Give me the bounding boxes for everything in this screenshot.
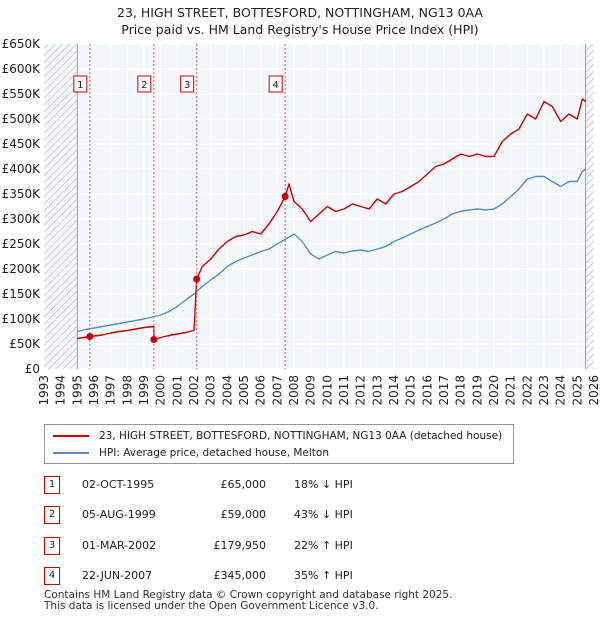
legend: 23, HIGH STREET, BOTTESFORD, NOTTINGHAM,… (44, 424, 514, 464)
title-line-1: 23, HIGH STREET, BOTTESFORD, NOTTINGHAM,… (117, 5, 483, 20)
x-tick-label: 2026 (587, 375, 600, 406)
x-tick-label: 2009 (304, 375, 318, 406)
footer-line-1: Contains HM Land Registry data © Crown c… (44, 589, 453, 601)
x-tick-label: 2024 (554, 375, 568, 406)
sale-date-3: 01-MAR-2002 (82, 539, 157, 552)
sale-price-1: £65,000 (220, 478, 267, 491)
x-tick-label: 2007 (270, 375, 284, 406)
sale-point-1 (86, 333, 94, 340)
footer-line-2: This data is licensed under the Open Gov… (44, 600, 379, 612)
x-tick-label: 2025 (570, 375, 584, 406)
sale-marker-box-4 (268, 75, 283, 93)
x-tick-label: 2014 (387, 375, 401, 406)
plot-background (44, 44, 594, 369)
sale-badge-2: 2 (44, 506, 60, 524)
sale-hpi-4: 35% ↑ HPI (294, 569, 353, 582)
legend-item-hpi: HPI: Average price, detached house, Melt… (53, 445, 329, 461)
x-tick-label: 2012 (354, 375, 368, 406)
x-tick-label: 2016 (420, 375, 434, 406)
y-tick-label: £250K (2, 237, 42, 251)
sale-row-4: 4 22-JUN-2007 £345,000 35% ↑ HPI (0, 567, 600, 587)
x-tick-label: 2005 (237, 375, 251, 406)
x-tick-label: 2004 (220, 375, 234, 406)
sale-row-3: 3 01-MAR-2002 £179,950 22% ↑ HPI (0, 537, 600, 557)
x-tick-label: 2023 (537, 375, 551, 406)
x-tick-label: 1999 (137, 375, 151, 406)
y-tick-label: £300K (2, 212, 42, 226)
x-tick-label: 1993 (37, 375, 51, 406)
sale-price-2: £59,000 (220, 508, 267, 521)
y-tick-label: £350K (2, 187, 42, 201)
sale-point-4 (281, 193, 289, 200)
y-tick-label: £100K (2, 312, 42, 326)
sale-price-4: £345,000 (213, 569, 267, 582)
hatch-region-2 (585, 44, 594, 369)
x-tick-label: 2019 (470, 375, 484, 406)
x-tick-label: 2011 (337, 375, 351, 406)
x-tick-label: 1998 (120, 375, 134, 406)
x-tick-label: 1995 (70, 375, 84, 406)
x-tick-label: 2021 (504, 375, 518, 406)
sale-date-2: 05-AUG-1999 (82, 508, 156, 521)
sale-marker-box-2 (137, 75, 152, 93)
y-tick-label: £0 (25, 362, 40, 376)
y-tick-label: £500K (2, 112, 42, 126)
y-tick-label: £50K (9, 337, 41, 351)
y-tick-label: £650K (2, 37, 42, 51)
series-line-property (77, 98, 587, 341)
legend-label-hpi: HPI: Average price, detached house, Melt… (99, 447, 330, 459)
sale-marker-box-1 (73, 75, 88, 93)
x-tick-label: 2010 (320, 375, 334, 406)
x-tick-label: 2000 (154, 375, 168, 406)
x-tick-label: 2013 (370, 375, 384, 406)
legend-item-property: 23, HIGH STREET, BOTTESFORD, NOTTINGHAM,… (53, 428, 502, 444)
x-tick-label: 1994 (54, 375, 68, 406)
x-tick-label: 2015 (404, 375, 418, 406)
sale-point-2 (150, 336, 158, 343)
y-tick-label: £400K (2, 162, 42, 176)
title-line-2: Price paid vs. HM Land Registry's House … (121, 22, 479, 37)
sale-hpi-1: 18% ↓ HPI (294, 478, 353, 491)
y-tick-label: £450K (2, 137, 42, 151)
x-tick-label: 1997 (104, 375, 118, 406)
x-tick-label: 2020 (487, 375, 501, 406)
sale-marker-label-3: 3 (184, 80, 190, 91)
sale-badge-4: 4 (44, 567, 60, 585)
x-tick-label: 2002 (187, 375, 201, 406)
sale-hpi-3: 22% ↑ HPI (294, 539, 353, 552)
footer: Contains HM Land Registry data © Crown c… (44, 590, 452, 612)
chart-title: 23, HIGH STREET, BOTTESFORD, NOTTINGHAM,… (0, 4, 600, 38)
x-tick-label: 2018 (454, 375, 468, 406)
y-tick-label: £150K (2, 287, 42, 301)
sale-row-1: 1 02-OCT-1995 £65,000 18% ↓ HPI (0, 476, 600, 496)
x-tick-label: 1996 (87, 375, 101, 406)
hatch-region-1 (44, 44, 78, 369)
sale-price-3: £179,950 (213, 539, 267, 552)
x-tick-label: 2017 (437, 375, 451, 406)
sale-marker-label-1: 1 (77, 80, 83, 91)
y-tick-label: £550K (2, 87, 42, 101)
sale-point-3 (193, 275, 201, 283)
legend-swatch-hpi (53, 452, 89, 454)
y-tick-label: £600K (2, 62, 42, 76)
x-tick-label: 2001 (170, 375, 184, 406)
legend-swatch-property (53, 435, 89, 437)
x-tick-label: 2003 (204, 375, 218, 406)
sale-badge-1: 1 (44, 476, 60, 494)
sale-badge-3: 3 (44, 537, 60, 555)
sale-marker-box-3 (180, 75, 195, 93)
legend-label-property: 23, HIGH STREET, BOTTESFORD, NOTTINGHAM,… (99, 430, 503, 442)
x-tick-label: 2008 (287, 375, 301, 406)
chart-svg: 1 2 3 4 £0 £50K £100K £150K £200K £250K £300K £350… (2, 37, 600, 406)
sale-marker-label-4: 4 (272, 80, 278, 91)
x-tick-label: 2006 (254, 375, 268, 406)
sale-date-1: 02-OCT-1995 (82, 478, 155, 491)
sale-date-4: 22-JUN-2007 (82, 569, 153, 582)
x-tick-label: 2022 (520, 375, 534, 406)
sale-row-2: 2 05-AUG-1999 £59,000 43% ↓ HPI (0, 506, 600, 526)
y-tick-label: £200K (2, 262, 42, 276)
sale-hpi-2: 43% ↓ HPI (294, 508, 353, 521)
series-line-hpi (77, 168, 587, 333)
sale-marker-label-2: 2 (141, 80, 147, 91)
